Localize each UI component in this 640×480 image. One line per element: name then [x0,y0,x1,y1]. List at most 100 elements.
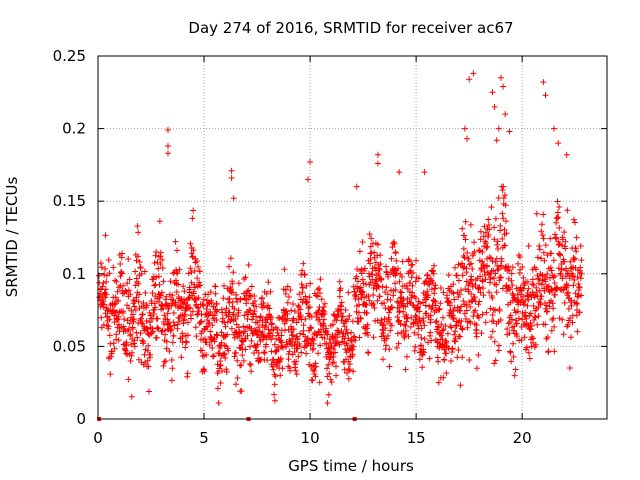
data-point [439,327,446,334]
data-point-spike [421,169,428,176]
data-point [362,281,369,288]
data-point [515,315,522,322]
data-point [135,280,142,287]
data-point [179,333,186,340]
data-point-spike [307,158,314,165]
data-point [423,277,430,284]
data-point [130,297,137,304]
data-point [259,294,266,301]
data-point [369,271,376,278]
data-point [263,341,270,348]
data-point [463,269,470,276]
data-point [428,337,435,344]
data-point [499,187,506,194]
data-point [554,285,561,292]
data-point [554,215,561,222]
data-point [226,263,233,270]
data-point [98,314,105,321]
data-point [297,330,304,337]
data-point [387,327,394,334]
data-point [450,314,457,321]
data-point [296,343,303,350]
data-point [502,202,509,209]
data-point [421,335,428,342]
data-point [209,344,216,351]
data-point [394,330,401,337]
data-point [355,278,362,285]
data-point [541,257,548,264]
data-point [383,284,390,291]
data-point [338,299,345,306]
data-point [288,307,295,314]
data-point [389,304,396,311]
data-point [576,284,583,291]
data-point [125,287,132,294]
data-point [523,344,530,351]
data-point [372,276,379,283]
data-point [338,310,345,317]
data-point [525,242,532,249]
data-point [143,302,150,309]
data-point [468,260,475,267]
data-point [197,319,204,326]
data-point [277,372,284,379]
data-point [476,247,483,254]
data-point [518,336,525,343]
data-point [364,332,371,339]
data-point [115,297,122,304]
data-point [350,343,357,350]
data-point [540,249,547,256]
data-point [429,304,436,311]
data-point [486,254,493,261]
data-point [346,361,353,368]
data-point [116,284,122,291]
data-point [427,316,434,323]
data-point [480,292,487,299]
data-point [565,305,572,312]
data-point [320,322,327,329]
data-point [438,321,445,328]
data-point [226,295,233,302]
data-point [365,293,372,300]
data-point [462,285,469,292]
data-point [532,341,539,348]
data-point [477,228,484,235]
data-point [568,264,575,271]
data-point [166,348,173,355]
data-point [511,306,518,313]
data-point [357,315,364,322]
data-point [443,350,450,357]
data-point [235,307,242,314]
data-point [317,342,324,349]
data-point [457,382,464,389]
data-point-spike [230,195,237,202]
data-point [139,311,146,318]
data-point [157,249,164,256]
data-point [508,270,515,277]
data-point [346,367,353,374]
data-point [467,303,474,310]
data-point [134,334,141,341]
data-point [578,292,585,299]
data-point [508,316,515,323]
data-point [559,275,566,282]
data-point [242,274,249,281]
data-point [559,316,566,323]
data-point [106,332,113,339]
data-point [159,256,166,263]
data-point [550,305,557,312]
data-point [414,304,421,311]
data-point [118,324,125,331]
data-point [379,322,386,329]
data-point [438,332,445,339]
data-point [491,280,498,287]
data-point [238,361,245,368]
data-point [234,298,241,305]
data-point [349,318,356,325]
data-point [181,296,188,303]
data-point-spike [563,151,570,158]
data-point [509,282,516,289]
data-point [106,316,113,323]
data-point [126,320,133,327]
data-point [374,241,381,248]
